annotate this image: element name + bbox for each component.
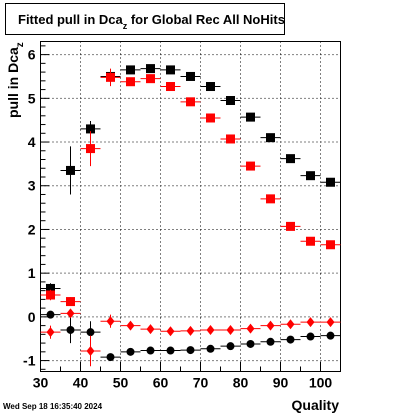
- data-point: [146, 64, 155, 74]
- chart-title-suffix: for Global Rec All NoHits: [127, 12, 285, 27]
- data-point: [206, 82, 215, 92]
- data-point: [286, 335, 295, 344]
- data-point: [286, 221, 295, 231]
- data-point: [286, 319, 295, 330]
- data-point: [306, 236, 315, 246]
- data-point: [66, 308, 75, 319]
- data-point: [246, 112, 255, 122]
- y-tick-label: 0: [28, 309, 36, 325]
- data-point: [86, 345, 95, 356]
- data-point: [126, 347, 135, 356]
- y-tick-label: 6: [28, 47, 36, 63]
- data-point: [246, 161, 255, 171]
- x-axis-label: Quality: [292, 397, 340, 413]
- timestamp: Wed Sep 18 16:35:40 2024: [3, 402, 103, 411]
- data-point: [206, 113, 215, 123]
- x-tick-label: 50: [113, 375, 129, 391]
- chart-title-prefix: Fitted pull in Dca: [18, 12, 123, 27]
- data-point: [46, 283, 55, 293]
- axis-ticks: [40, 45, 341, 372]
- data-point: [86, 124, 95, 134]
- data-point: [246, 339, 255, 348]
- chart-title: Fitted pull in Dcaz for Global Rec All N…: [18, 12, 285, 31]
- x-tick-label: 70: [193, 375, 209, 391]
- title-box: [5, 3, 285, 35]
- series-2: [40, 68, 341, 307]
- data-point: [326, 240, 335, 250]
- data-point: [86, 144, 95, 154]
- data-point: [166, 65, 175, 75]
- data-point: [66, 325, 75, 334]
- y-tick-label: 5: [28, 90, 36, 106]
- series-3: [40, 310, 341, 362]
- data-point: [226, 324, 235, 335]
- y-tick-label: 4: [28, 134, 36, 150]
- x-tick-label: 90: [273, 375, 289, 391]
- data-point: [46, 327, 55, 338]
- grid: [40, 41, 341, 372]
- y-axis-label: pull in Dcaz: [5, 42, 26, 118]
- data-point: [186, 71, 195, 81]
- y-axis-label-prefix: pull in Dca: [5, 47, 21, 118]
- series-4: [40, 308, 341, 367]
- data-point: [126, 320, 135, 331]
- data-point: [306, 332, 315, 341]
- x-tick-label: 40: [73, 375, 89, 391]
- data-point: [166, 326, 175, 337]
- data-point: [266, 194, 275, 204]
- data-point: [266, 337, 275, 346]
- data-point: [166, 346, 175, 355]
- data-point: [146, 324, 155, 335]
- data-point: [146, 74, 155, 84]
- data-point: [326, 331, 335, 340]
- data-point: [206, 324, 215, 335]
- data-point: [186, 346, 195, 355]
- data-point: [206, 344, 215, 353]
- data-point: [246, 323, 255, 334]
- data-point: [186, 97, 195, 107]
- data-point: [286, 154, 295, 164]
- x-tick-label: 30: [33, 375, 49, 391]
- data-point: [306, 317, 315, 328]
- data-point: [226, 134, 235, 144]
- y-tick-label: 2: [28, 221, 36, 237]
- data-point: [146, 346, 155, 355]
- data-point: [106, 316, 115, 327]
- data-point: [46, 310, 55, 319]
- data-point: [66, 297, 75, 307]
- x-tick-label: 100: [309, 375, 333, 391]
- y-tick-labels: -1 0 1 2 3 4 5 6: [23, 47, 36, 369]
- data-point: [126, 77, 135, 87]
- data-point: [266, 133, 275, 143]
- y-tick-label: 1: [28, 265, 36, 281]
- data-point: [326, 177, 335, 187]
- x-tick-labels: 30 40 50 60 70 80 90 100: [33, 375, 333, 391]
- data-point: [186, 325, 195, 336]
- y-axis-label-subscript: z: [15, 42, 26, 47]
- data-point: [106, 353, 115, 362]
- data-point: [46, 290, 55, 300]
- data-point: [266, 320, 275, 331]
- x-tick-label: 80: [233, 375, 249, 391]
- x-tick-label: 60: [153, 375, 169, 391]
- data-point: [126, 65, 135, 75]
- data-point: [226, 342, 235, 351]
- data-point: [326, 317, 335, 328]
- data-points: [40, 64, 341, 367]
- data-point: [166, 82, 175, 92]
- chart-title-subscript: z: [123, 21, 128, 31]
- plot-frame: [40, 41, 341, 372]
- data-point: [66, 165, 75, 175]
- y-tick-label: 3: [28, 178, 36, 194]
- data-point: [106, 72, 115, 82]
- data-point: [86, 328, 95, 337]
- y-tick-label: -1: [23, 353, 36, 369]
- data-point: [226, 96, 235, 106]
- data-point: [306, 171, 315, 181]
